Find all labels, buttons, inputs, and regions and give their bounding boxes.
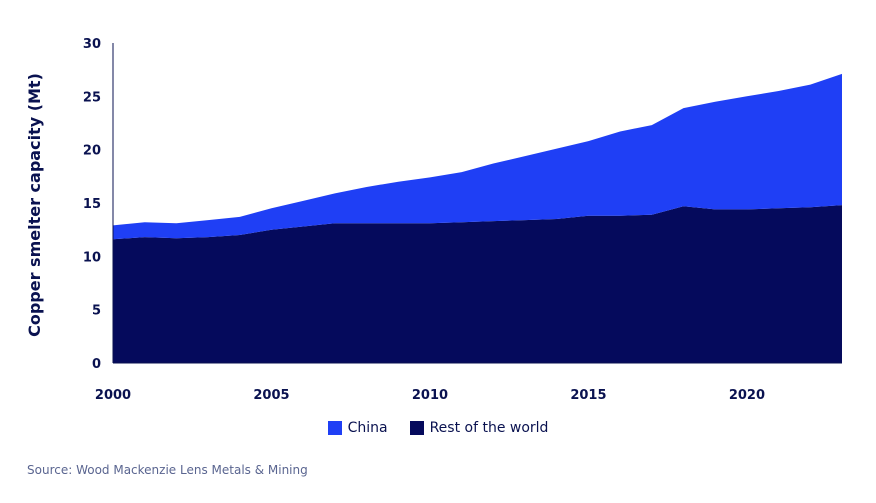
legend-label-rest-of-world: Rest of the world [429, 420, 549, 436]
y-tick-label: 20 [83, 144, 101, 159]
y-tick-label: 15 [83, 197, 101, 212]
area-series-china [113, 73, 842, 240]
y-axis-label: Copper smelter capacity (Mt) [25, 73, 44, 337]
x-tick-label: 2020 [729, 388, 765, 403]
area-series-rest-of-the-world [113, 205, 842, 363]
y-tick-label: 5 [92, 304, 101, 319]
x-tick-label: 2005 [253, 388, 289, 403]
chart-legend: China Rest of the world [0, 420, 876, 436]
x-axis-ticks: 2000 2005 2010 2015 2020 [95, 388, 765, 403]
y-tick-label: 10 [83, 250, 101, 265]
chart-axes [112, 43, 842, 364]
y-tick-label: 0 [92, 357, 101, 372]
legend-swatch-rest-of-world [409, 421, 424, 435]
y-tick-label: 30 [83, 37, 101, 52]
area-chart: 0 5 10 15 20 25 30 2000 2005 2010 2015 2020 Copper… [25, 37, 842, 403]
legend-swatch-china [327, 421, 342, 435]
x-tick-label: 2000 [95, 388, 131, 403]
legend-item-rest-of-world: Rest of the world [409, 420, 549, 436]
legend-label-china: China [347, 420, 388, 436]
chart-areas [113, 73, 842, 363]
x-tick-label: 2015 [570, 388, 606, 403]
y-tick-label: 25 [83, 90, 101, 105]
y-axis-ticks: 0 5 10 15 20 25 30 [83, 37, 101, 372]
source-note: Source: Wood Mackenzie Lens Metals & Min… [27, 463, 308, 477]
x-tick-label: 2010 [412, 388, 448, 403]
legend-item-china: China [327, 420, 388, 436]
